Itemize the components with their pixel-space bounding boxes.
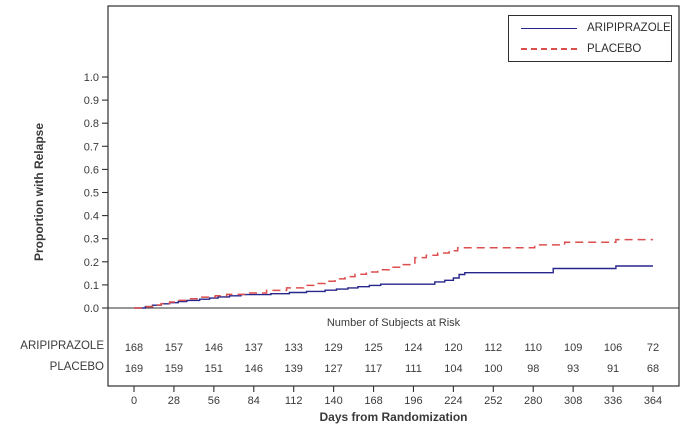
x-tick-label: 252 bbox=[484, 395, 502, 407]
y-tick-label: 0.0 bbox=[84, 303, 99, 315]
x-tick-label: 336 bbox=[604, 395, 622, 407]
x-tick-label: 280 bbox=[524, 395, 542, 407]
at-risk-value-aripiprazole-day336: 106 bbox=[604, 342, 622, 354]
legend-label-placebo: PLACEBO bbox=[587, 43, 642, 55]
legend-item-placebo: PLACEBO bbox=[517, 41, 663, 58]
placebo-dashed-line-swatch bbox=[521, 48, 577, 50]
at-risk-value-placebo-day0: 169 bbox=[125, 363, 143, 375]
at-risk-value-aripiprazole-day140: 129 bbox=[324, 342, 342, 354]
plot-frame bbox=[107, 5, 680, 387]
x-tick-label: 112 bbox=[285, 395, 303, 407]
x-tick-label: 224 bbox=[444, 395, 462, 407]
x-tick-label: 84 bbox=[248, 395, 260, 407]
at-risk-value-placebo-day280: 98 bbox=[527, 363, 539, 375]
legend-box: ARIPIPRAZOLE PLACEBO bbox=[508, 15, 672, 62]
at-risk-value-aripiprazole-day0: 168 bbox=[125, 342, 143, 354]
at-risk-value-placebo-day168: 117 bbox=[365, 363, 383, 375]
at-risk-value-placebo-day84: 146 bbox=[245, 363, 263, 375]
y-tick-label: 1.0 bbox=[84, 72, 99, 84]
at-risk-row-label-placebo: PLACEBO bbox=[49, 361, 104, 373]
at-risk-value-aripiprazole-day112: 133 bbox=[285, 342, 303, 354]
at-risk-value-aripiprazole-day196: 124 bbox=[404, 342, 422, 354]
at-risk-value-aripiprazole-day224: 120 bbox=[444, 342, 462, 354]
x-tick-label: 0 bbox=[131, 395, 137, 407]
at-risk-value-placebo-day364: 68 bbox=[647, 363, 659, 375]
at-risk-row-label-aripiprazole: ARIPIPRAZOLE bbox=[20, 340, 104, 352]
y-tick-label: 0.9 bbox=[84, 95, 99, 107]
at-risk-value-aripiprazole-day364: 72 bbox=[647, 342, 659, 354]
at-risk-value-placebo-day112: 139 bbox=[285, 363, 303, 375]
x-tick-label: 140 bbox=[324, 395, 342, 407]
legend-item-aripiprazole: ARIPIPRAZOLE bbox=[517, 20, 671, 37]
at-risk-value-placebo-day224: 104 bbox=[444, 363, 462, 375]
series-aripiprazole-line bbox=[134, 265, 653, 309]
at-risk-value-aripiprazole-day280: 110 bbox=[524, 342, 542, 354]
y-tick-label: 0.1 bbox=[84, 280, 99, 292]
x-tick-label: 196 bbox=[404, 395, 422, 407]
at-risk-value-placebo-day336: 91 bbox=[607, 363, 619, 375]
series-placebo-line bbox=[134, 238, 653, 309]
aripiprazole-solid-line-swatch bbox=[521, 27, 577, 29]
at-risk-value-aripiprazole-day168: 125 bbox=[364, 342, 382, 354]
y-tick-label: 0.5 bbox=[84, 188, 99, 200]
x-tick-label: 364 bbox=[644, 395, 662, 407]
x-tick-label: 28 bbox=[168, 395, 180, 407]
at-risk-value-aripiprazole-day56: 146 bbox=[205, 342, 223, 354]
at-risk-value-placebo-day196: 111 bbox=[405, 363, 422, 375]
y-tick-label: 0.7 bbox=[84, 141, 99, 153]
y-tick-label: 0.4 bbox=[84, 211, 99, 223]
at-risk-value-placebo-day140: 127 bbox=[324, 363, 342, 375]
at-risk-value-aripiprazole-day28: 157 bbox=[165, 342, 183, 354]
x-tick-label: 56 bbox=[208, 395, 220, 407]
at-risk-value-aripiprazole-day308: 109 bbox=[564, 342, 582, 354]
legend-label-aripiprazole: ARIPIPRAZOLE bbox=[587, 22, 671, 34]
at-risk-value-placebo-day308: 93 bbox=[567, 363, 579, 375]
at-risk-value-placebo-day28: 159 bbox=[165, 363, 183, 375]
x-axis-title: Days from Randomization bbox=[319, 410, 468, 424]
y-tick-label: 0.2 bbox=[84, 257, 99, 269]
x-tick-label: 308 bbox=[564, 395, 582, 407]
at-risk-heading: Number of Subjects at Risk bbox=[326, 317, 461, 329]
at-risk-value-placebo-day252: 100 bbox=[484, 363, 502, 375]
y-tick-label: 0.8 bbox=[84, 118, 99, 130]
at-risk-value-aripiprazole-day84: 137 bbox=[245, 342, 263, 354]
at-risk-value-placebo-day56: 151 bbox=[205, 363, 223, 375]
y-tick-label: 0.6 bbox=[84, 164, 99, 176]
at-risk-value-aripiprazole-day252: 112 bbox=[485, 342, 503, 354]
y-axis-title: Proportion with Relapse bbox=[32, 123, 46, 262]
y-tick-label: 0.3 bbox=[84, 234, 99, 246]
x-tick-label: 168 bbox=[364, 395, 382, 407]
